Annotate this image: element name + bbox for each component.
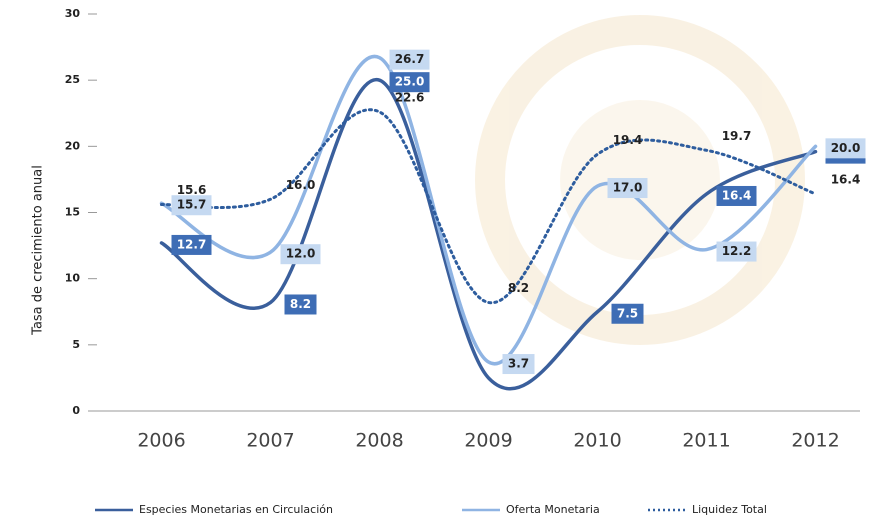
value-label-box	[607, 178, 648, 199]
value-label-box	[716, 241, 757, 262]
value-label: 19.4	[613, 133, 643, 147]
y-tick-label: 20	[65, 139, 81, 152]
value-label: 16.0	[286, 178, 316, 192]
value-label-box	[611, 303, 644, 324]
value-label-box	[716, 185, 757, 206]
value-label: 12.2	[722, 244, 752, 258]
value-label: 20.0	[831, 141, 861, 155]
value-label: 25.0	[395, 75, 425, 89]
y-tick-label: 15	[65, 206, 80, 219]
y-tick-label: 25	[65, 73, 80, 86]
value-label-box	[280, 244, 321, 265]
value-label-box	[389, 72, 430, 93]
value-label: 17.0	[613, 181, 643, 195]
value-label: 26.7	[395, 52, 425, 66]
y-tick-label: 10	[65, 272, 81, 285]
value-label: 15.6	[177, 183, 207, 197]
series-line	[159, 78, 818, 391]
value-label-box	[171, 234, 212, 255]
series-line	[160, 108, 817, 305]
value-label: 7.5	[617, 306, 638, 320]
x-tick-label: 2012	[791, 430, 839, 452]
x-tick-label: 2007	[246, 430, 294, 452]
value-label: 22.6	[395, 90, 425, 104]
x-tick-label: 2011	[682, 430, 730, 452]
value-label: 3.7	[508, 357, 529, 371]
value-label-box	[389, 49, 430, 70]
legend-label: Oferta Monetaria	[506, 503, 600, 516]
y-axis-label: Tasa de crecimiento anual	[31, 165, 46, 336]
value-label-box	[284, 294, 317, 315]
value-label-box	[171, 195, 212, 216]
value-label-box	[825, 138, 866, 159]
x-tick-label: 2009	[464, 430, 512, 452]
value-label-box	[502, 354, 535, 375]
value-label: 12.7	[177, 237, 207, 251]
series-line	[159, 54, 818, 366]
y-tick-label: 0	[72, 404, 80, 417]
value-label: 8.2	[508, 281, 529, 295]
legend-label: Liquidez Total	[692, 503, 767, 516]
y-tick-label: 5	[72, 338, 80, 351]
x-tick-label: 2010	[573, 430, 621, 452]
value-label: 19.7	[722, 129, 752, 143]
x-tick-label: 2008	[355, 430, 403, 452]
y-tick-label: 30	[65, 7, 81, 20]
value-label: 16.4	[831, 172, 861, 186]
x-tick-label: 2006	[137, 430, 185, 452]
legend-label: Especies Monetarias en Circulación	[139, 503, 333, 516]
value-label: 12.0	[286, 247, 316, 261]
value-label: 15.7	[177, 198, 207, 212]
value-label: 8.2	[290, 297, 311, 311]
value-label: 16.4	[722, 188, 752, 202]
